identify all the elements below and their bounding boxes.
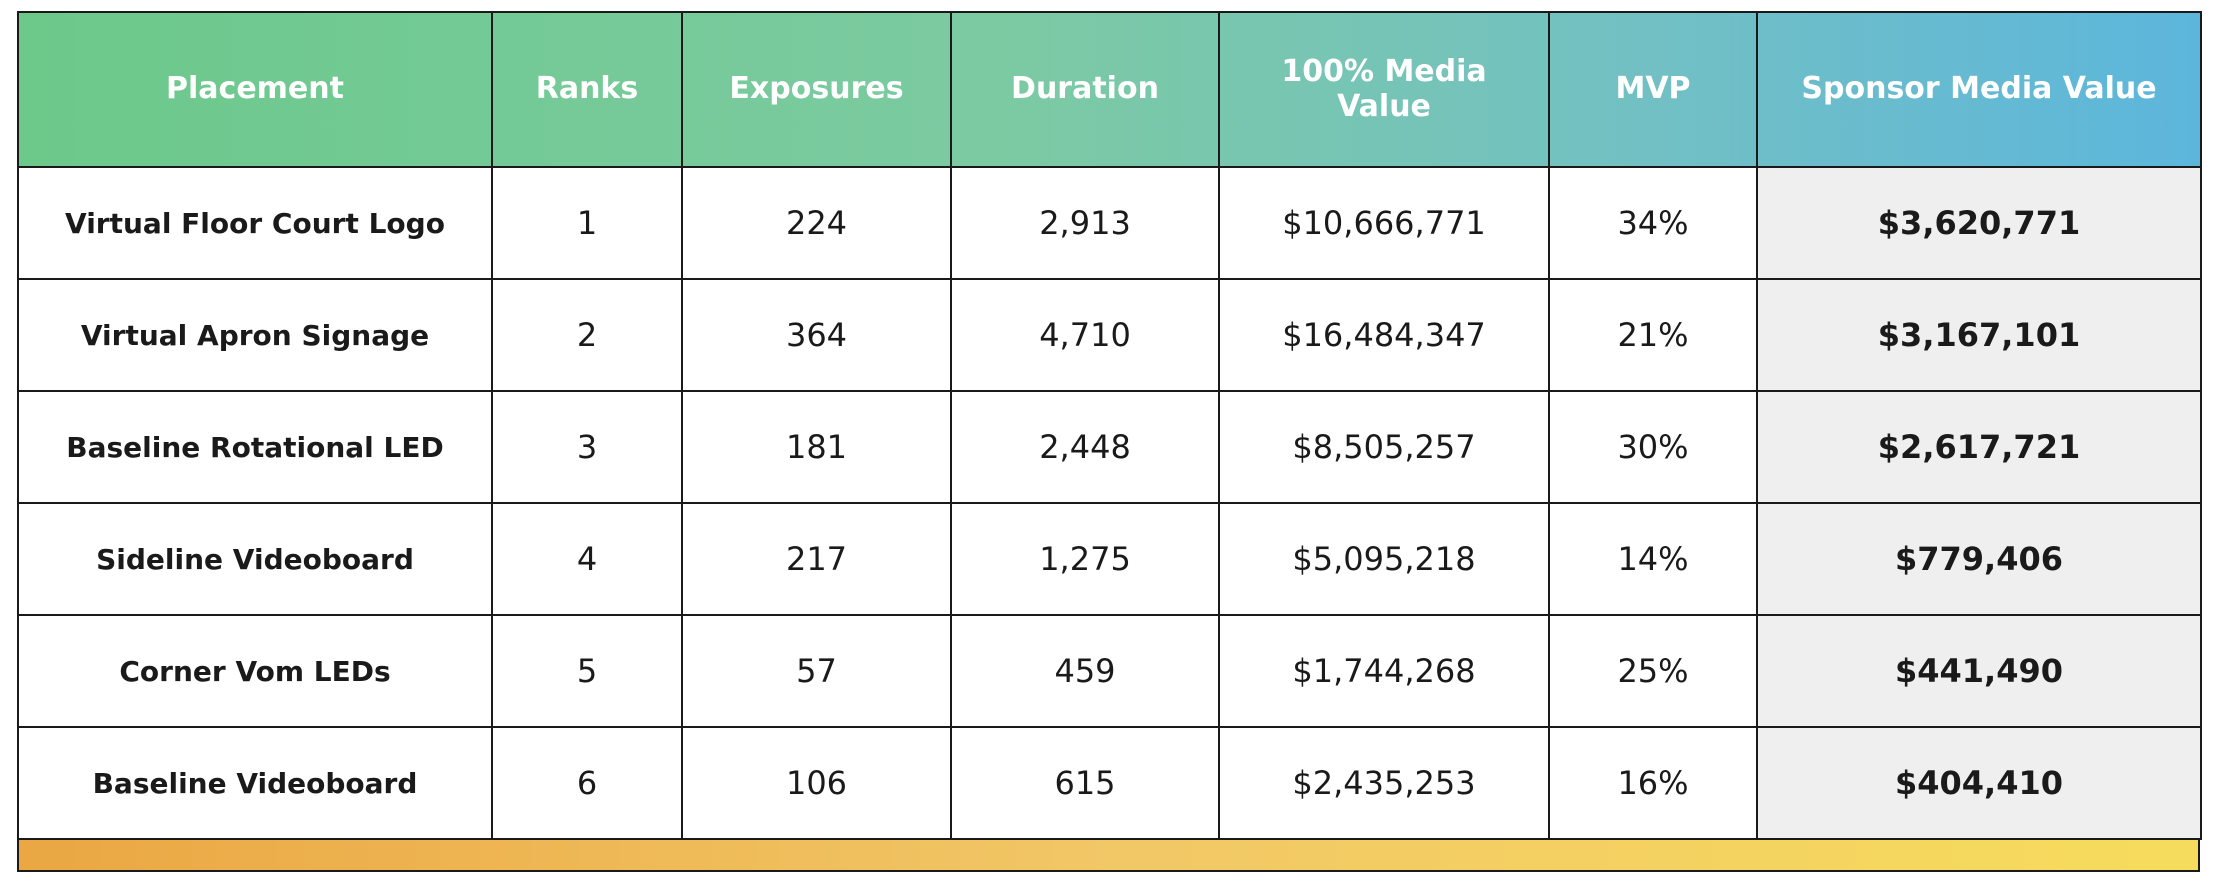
table-body: Virtual Floor Court Logo 1 224 2,913 $10,666… [17,166,2202,840]
header-cell: Placement [17,11,493,168]
header-cell: Sponsor Media Value [1756,11,2202,168]
table-row: Virtual Apron Signage 2 364 4,710 $16,484,34… [17,278,2202,392]
value-cell: 615 [950,726,1220,840]
value-cell: 2 [491,278,683,392]
value-cell: 364 [681,278,952,392]
header-cell: Exposures [681,11,952,168]
value-cell: 25% [1548,614,1758,728]
value-cell: $1,744,268 [1218,614,1550,728]
footer-bar [17,840,2200,872]
value-cell: $2,617,721 [1756,390,2202,504]
value-cell: 224 [681,166,952,280]
header-cell: MVP [1548,11,1758,168]
value-cell: 16% [1548,726,1758,840]
value-cell: 4,710 [950,278,1220,392]
value-cell: $779,406 [1756,502,2202,616]
value-cell: 2,448 [950,390,1220,504]
value-cell: 21% [1548,278,1758,392]
placement-cell: Baseline Videoboard [17,726,493,840]
value-cell: 4 [491,502,683,616]
table-row: Baseline Rotational LED 3 181 2,448 $8,505,2… [17,390,2202,504]
header-cell: 100% Media Value [1218,11,1550,168]
value-cell: 217 [681,502,952,616]
placement-cell: Sideline Videoboard [17,502,493,616]
value-cell: 34% [1548,166,1758,280]
header-cell: Duration [950,11,1220,168]
value-cell: 14% [1548,502,1758,616]
value-cell: $10,666,771 [1218,166,1550,280]
placement-cell: Corner Vom LEDs [17,614,493,728]
value-cell: 1,275 [950,502,1220,616]
table-row: Baseline Videoboard 6 106 615 $2,435,253 16% $… [17,726,2202,840]
value-cell: $16,484,347 [1218,278,1550,392]
header-row: Placement Ranks Exposures Duration 100% Medi… [17,11,2202,168]
header-cell: Ranks [491,11,683,168]
value-cell: 57 [681,614,952,728]
value-cell: 2,913 [950,166,1220,280]
value-cell: 106 [681,726,952,840]
value-cell: 5 [491,614,683,728]
placement-cell: Baseline Rotational LED [17,390,493,504]
placement-cell: Virtual Apron Signage [17,278,493,392]
value-cell: $404,410 [1756,726,2202,840]
value-cell: 181 [681,390,952,504]
value-cell: $5,095,218 [1218,502,1550,616]
table-row: Virtual Floor Court Logo 1 224 2,913 $10,666… [17,166,2202,280]
placement-cell: Virtual Floor Court Logo [17,166,493,280]
value-cell: $3,620,771 [1756,166,2202,280]
value-cell: $3,167,101 [1756,278,2202,392]
value-cell: $8,505,257 [1218,390,1550,504]
value-cell: 459 [950,614,1220,728]
table-header: Placement Ranks Exposures Duration 100% Medi… [17,11,2202,168]
value-cell: $2,435,253 [1218,726,1550,840]
value-cell: 1 [491,166,683,280]
value-cell: 6 [491,726,683,840]
media-value-table: Placement Ranks Exposures Duration 100% Medi… [17,11,2202,872]
value-cell: 3 [491,390,683,504]
table-row: Corner Vom LEDs 5 57 459 $1,744,268 25% $441,4… [17,614,2202,728]
table-row: Sideline Videoboard 4 217 1,275 $5,095,218 14… [17,502,2202,616]
table: Placement Ranks Exposures Duration 100% Medi… [17,11,2202,840]
value-cell: 30% [1548,390,1758,504]
value-cell: $441,490 [1756,614,2202,728]
